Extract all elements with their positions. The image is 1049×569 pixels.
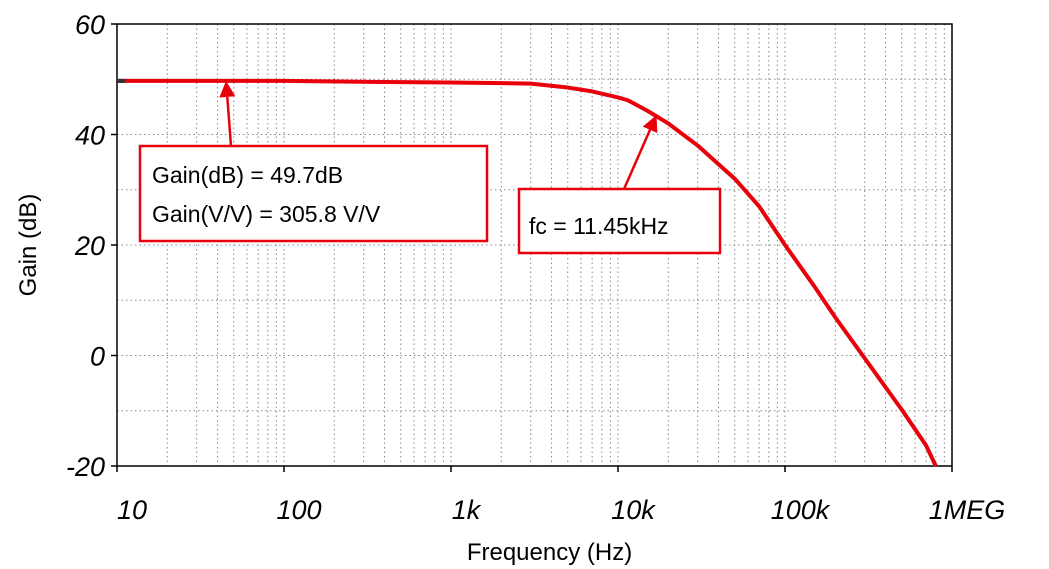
y-tick-label: 40 — [75, 121, 105, 151]
y-tick-label: 20 — [74, 231, 105, 261]
gain-curve — [117, 78, 938, 467]
x-tick-label: 1MEG — [929, 495, 1006, 525]
annotation-arrow-head — [219, 80, 236, 98]
y-tick-labels: 60 40 20 0 -20 — [66, 10, 117, 482]
y-tick-label: -20 — [66, 452, 105, 482]
annotation-fc: fc = 11.45kHz — [517, 115, 722, 255]
annotation-text: fc = 11.45kHz — [529, 213, 669, 239]
annotations-layer: Gain(dB) = 49.7dB Gain(V/V) = 305.8 V/V fc… — [138, 80, 722, 255]
x-tick-label: 10 — [117, 495, 147, 525]
annotation-arrow-head — [642, 115, 658, 134]
x-tick-label: 1k — [452, 495, 482, 525]
x-axis-label: Frequency (Hz) — [467, 539, 632, 566]
annotation-arrow-line — [226, 96, 233, 147]
annotation-gain: Gain(dB) = 49.7dB Gain(V/V) = 305.8 V/V — [138, 80, 489, 243]
x-tick-label: 100 — [276, 495, 321, 525]
annotation-text: Gain(dB) = 49.7dB — [152, 162, 343, 188]
x-tick-labels: 10 100 1k 10k 100k 1MEG — [116, 466, 1006, 525]
annotation-box — [517, 187, 722, 255]
y-tick-label: 0 — [90, 342, 105, 372]
x-tick-label: 10k — [611, 495, 656, 525]
annotation-arrow-line — [622, 129, 652, 190]
series-layer — [117, 78, 938, 467]
annotation-text: Gain(V/V) = 305.8 V/V — [152, 201, 381, 227]
annotation-box — [138, 144, 489, 243]
y-axis-label: Gain (dB) — [15, 194, 42, 297]
y-tick-label: 60 — [75, 10, 105, 40]
x-tick-label: 100k — [771, 495, 831, 525]
grid — [117, 24, 952, 466]
